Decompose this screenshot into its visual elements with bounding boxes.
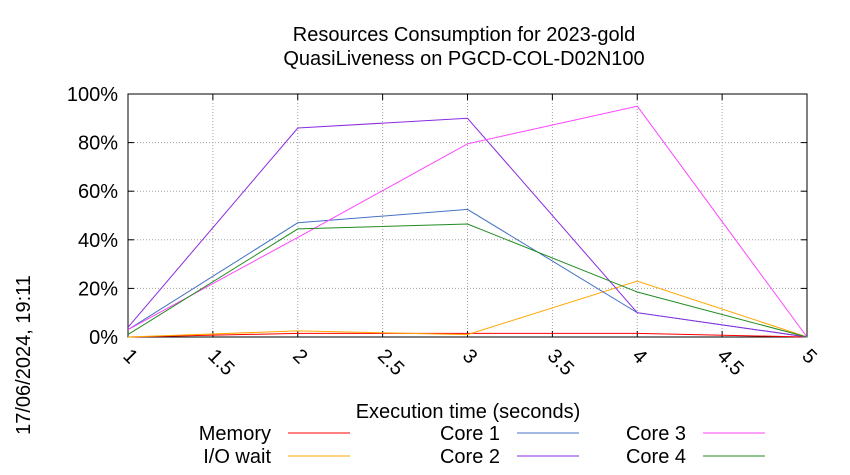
- x-axis-label: Execution time (seconds): [356, 401, 581, 423]
- series-lines: [127, 105, 808, 338]
- series-line-memory: [127, 332, 808, 338]
- legend-label-core-2: Core 2: [440, 446, 500, 468]
- series-line-core-1: [127, 208, 808, 338]
- timestamp-label: 17/06/2024, 19:11: [13, 275, 35, 435]
- legend-label-core-1: Core 1: [440, 423, 500, 445]
- y-axis: 0% 20% 40% 60% 80% 100%: [67, 84, 807, 349]
- y-tick-label: 0%: [89, 327, 118, 349]
- chart-title: Resources Consumption for 2023-gold: [293, 24, 635, 46]
- x-tick-label: 1.5: [203, 345, 238, 380]
- y-tick-label: 100%: [67, 84, 118, 106]
- x-tick-label: 2.5: [373, 345, 408, 380]
- series-line-core-3: [127, 105, 808, 338]
- legend-label-core-3: Core 3: [626, 423, 686, 445]
- legend-label-core-4: Core 4: [626, 446, 686, 468]
- y-tick-label: 80%: [78, 133, 118, 155]
- series-line-i-o-wait: [127, 280, 808, 338]
- x-tick-label: 3: [458, 345, 481, 368]
- y-tick-label: 20%: [78, 278, 118, 300]
- x-tick-label: 5: [797, 345, 820, 368]
- legend-label-i-o-wait: I/O wait: [203, 446, 271, 468]
- x-tick-label: 3.5: [543, 345, 578, 380]
- series-line-core-2: [127, 117, 808, 338]
- y-tick-label: 60%: [78, 181, 118, 203]
- series-line-core-4: [127, 223, 808, 338]
- x-tick-label: 2: [288, 345, 311, 368]
- chart-subtitle: QuasiLiveness on PGCD-COL-D02N100: [283, 48, 644, 70]
- x-tick-label: 4.5: [713, 345, 748, 380]
- x-tick-label: 1: [118, 345, 141, 368]
- legend-label-memory: Memory: [199, 423, 271, 445]
- x-tick-label: 4: [628, 345, 651, 368]
- y-tick-label: 40%: [78, 230, 118, 252]
- grid: [127, 93, 808, 338]
